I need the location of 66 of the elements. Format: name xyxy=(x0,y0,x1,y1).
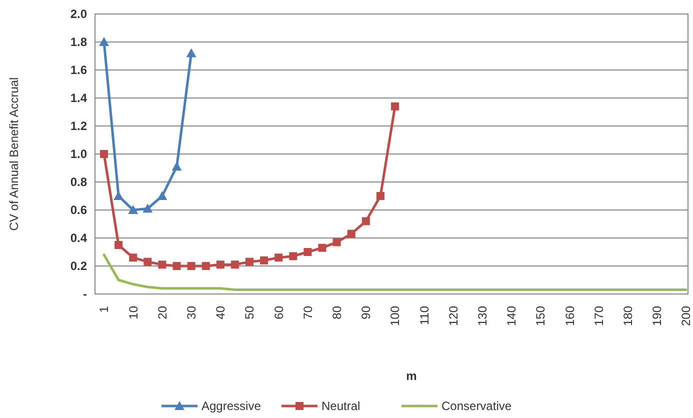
x-tick-label: 10 xyxy=(126,306,140,320)
point xyxy=(362,217,370,226)
x-tick-label: 150 xyxy=(534,306,548,326)
x-tick-label: 40 xyxy=(214,306,228,320)
x-tick-label: 200 xyxy=(679,306,693,326)
x-tick-label: 180 xyxy=(621,306,635,326)
x-tick-label: 90 xyxy=(359,306,374,320)
x-tick-label: 120 xyxy=(446,306,460,326)
point xyxy=(129,254,138,262)
y-tick-label: 1.8 xyxy=(70,35,88,50)
x-tick-label: 170 xyxy=(592,306,606,326)
point xyxy=(289,252,298,260)
point xyxy=(144,258,152,266)
point xyxy=(246,258,254,266)
point xyxy=(260,256,268,264)
point xyxy=(318,244,326,252)
y-tick-label: - xyxy=(83,287,87,302)
legend-label: Conservative xyxy=(442,399,512,414)
x-tick-label: 140 xyxy=(504,306,519,326)
x-tick-label: 1 xyxy=(97,306,112,313)
point xyxy=(100,150,108,158)
y-tick-label: 1.6 xyxy=(70,63,88,78)
point xyxy=(114,241,123,249)
point xyxy=(376,192,384,200)
point xyxy=(128,205,138,214)
x-tick-label: 80 xyxy=(330,306,344,320)
x-tick-label: 160 xyxy=(562,306,577,326)
y-tick-label: 1.0 xyxy=(70,147,88,162)
legend-label: Aggressive xyxy=(202,399,262,414)
point xyxy=(230,260,239,269)
point xyxy=(114,191,124,200)
point xyxy=(274,254,283,262)
y-tick-label: 0.4 xyxy=(70,231,88,246)
y-tick-label: 0.2 xyxy=(70,259,88,274)
x-tick-label: 60 xyxy=(272,306,286,320)
point xyxy=(172,162,182,171)
point xyxy=(304,248,312,256)
point xyxy=(347,230,356,238)
x-tick-label: 30 xyxy=(184,306,198,320)
point xyxy=(187,262,196,270)
line-series xyxy=(102,254,688,292)
x-tick-label: 20 xyxy=(155,306,170,320)
x-tick-label: 100 xyxy=(388,306,402,326)
point xyxy=(172,262,181,270)
x-tick-label: 110 xyxy=(417,306,432,326)
x-tick-label: 130 xyxy=(476,306,490,326)
legend-label: Neutral xyxy=(322,399,360,414)
y-tick-label: 1.2 xyxy=(70,119,88,134)
x-tick-label: 50 xyxy=(242,306,257,320)
point xyxy=(332,238,341,246)
point xyxy=(158,260,166,269)
point xyxy=(99,37,109,46)
y-tick-label: 2.0 xyxy=(70,7,88,22)
point xyxy=(216,260,224,269)
point xyxy=(157,191,168,200)
x-axis-title: m xyxy=(406,369,417,383)
y-tick-label: 0.6 xyxy=(70,203,88,218)
y-tick-label: 1.4 xyxy=(70,91,88,106)
point xyxy=(186,48,196,58)
point xyxy=(202,262,210,270)
point xyxy=(391,102,399,110)
y-axis-title: CV of Annual Benefit Accrual xyxy=(7,77,21,231)
x-tick-label: 70 xyxy=(300,306,315,320)
point xyxy=(142,204,153,213)
x-tick-label: 190 xyxy=(650,306,664,326)
y-tick-label: 0.8 xyxy=(70,175,88,190)
